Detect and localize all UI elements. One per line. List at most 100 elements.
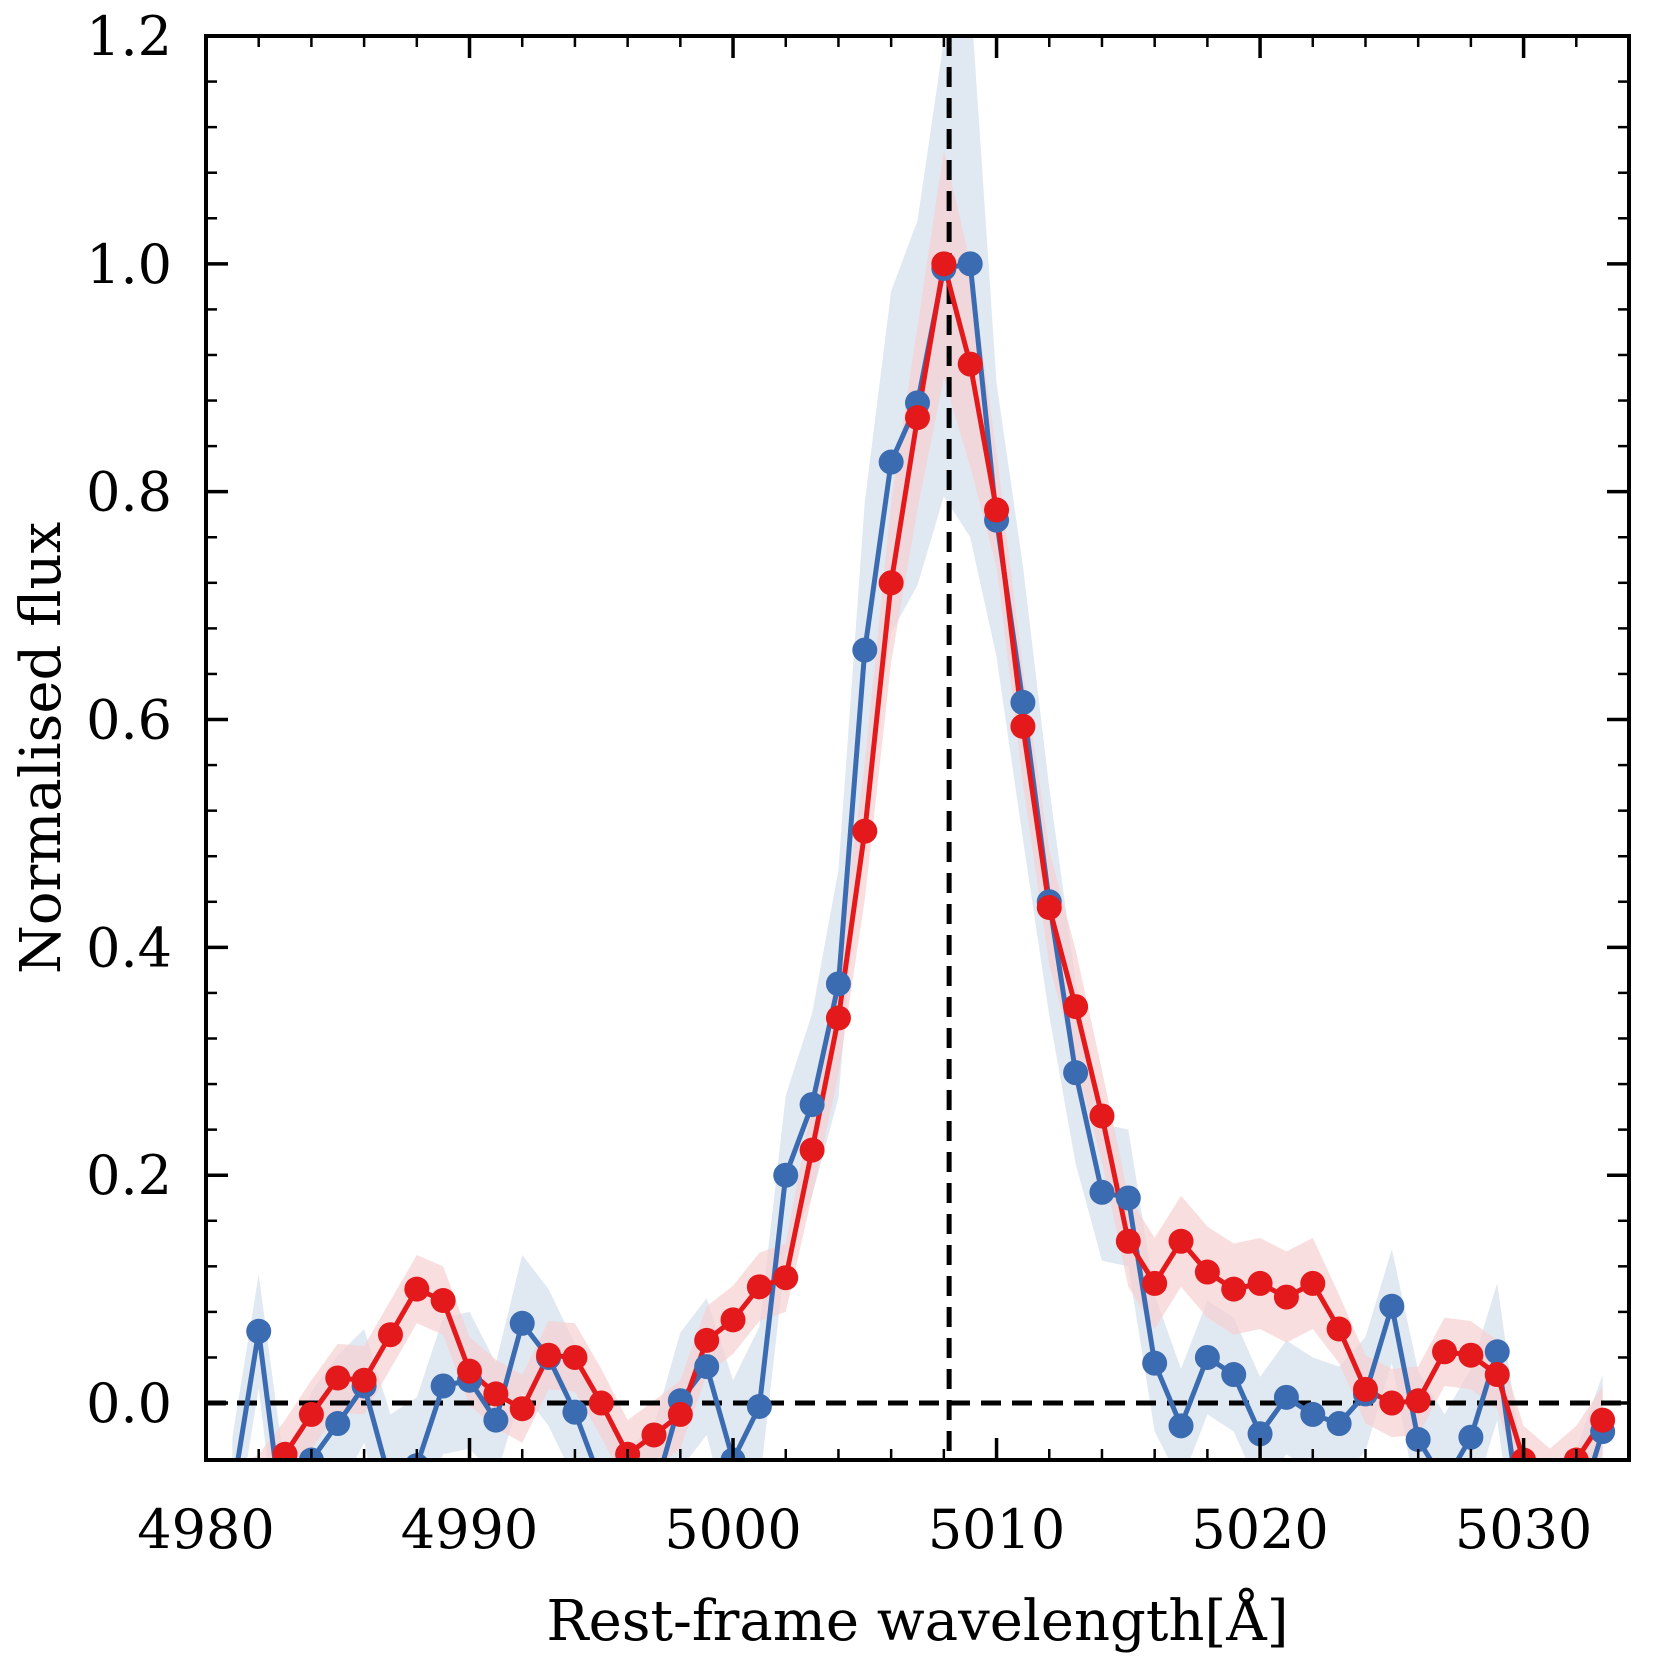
x-tick-label: 4990 <box>401 1498 538 1561</box>
data-point-red <box>931 251 957 277</box>
y-tick-label: 0.8 <box>86 461 172 524</box>
data-point-red <box>1063 994 1089 1020</box>
data-point-blue <box>1089 1179 1115 1205</box>
data-point-blue <box>1010 689 1036 715</box>
plot-frame <box>204 34 1631 1462</box>
data-point-red <box>1458 1342 1484 1368</box>
data-point-blue <box>273 1527 298 1552</box>
data-point-blue <box>852 637 878 663</box>
data-point-blue <box>746 1393 772 1419</box>
data-point-red <box>984 497 1010 523</box>
data-point-blue <box>825 971 851 997</box>
data-point-red <box>746 1274 772 1300</box>
data-point-red <box>825 1005 851 1031</box>
data-point-red <box>298 1401 324 1427</box>
data-point-red <box>1089 1103 1115 1129</box>
series-points <box>246 251 1616 1552</box>
data-point-red <box>1168 1228 1194 1254</box>
data-point-red <box>562 1344 588 1370</box>
data-point-blue <box>799 1092 825 1118</box>
data-point-red <box>720 1307 746 1333</box>
data-point-blue <box>1379 1293 1405 1319</box>
data-point-blue <box>615 1504 640 1529</box>
data-point-red <box>1036 894 1062 920</box>
data-point-red <box>1326 1316 1352 1342</box>
data-point-blue <box>1484 1339 1510 1365</box>
data-point-blue <box>378 1470 403 1495</box>
data-point-blue <box>878 449 904 475</box>
y-tick-label: 0.4 <box>86 916 172 979</box>
data-point-red <box>1273 1284 1299 1310</box>
data-point-red <box>1142 1270 1168 1296</box>
data-point-red <box>1432 1339 1458 1365</box>
data-point-red <box>773 1265 799 1291</box>
data-point-red <box>1300 1270 1326 1296</box>
data-point-blue <box>509 1310 535 1336</box>
data-point-blue <box>483 1407 509 1433</box>
data-point-red <box>588 1390 614 1416</box>
x-tick-label: 4980 <box>137 1498 274 1561</box>
data-point-blue <box>1326 1411 1352 1437</box>
data-point-blue <box>694 1354 720 1380</box>
x-tick-label: 5000 <box>664 1498 801 1561</box>
data-point-blue <box>1063 1060 1089 1086</box>
x-tick-label: 5010 <box>928 1498 1065 1561</box>
x-tick-label: 5030 <box>1455 1498 1592 1561</box>
y-tick-label: 1.0 <box>86 233 172 296</box>
data-point-blue <box>641 1482 666 1507</box>
data-point-blue <box>1115 1185 1141 1211</box>
data-point-blue <box>1405 1426 1431 1452</box>
data-point-red <box>799 1137 825 1163</box>
y-tick-label: 1.2 <box>86 5 172 68</box>
data-point-blue <box>246 1318 272 1344</box>
data-point-red <box>1115 1228 1141 1254</box>
data-point-red <box>694 1327 720 1353</box>
data-point-blue <box>1458 1424 1484 1450</box>
data-point-red <box>1590 1407 1616 1433</box>
tick-labels: 4980 4990 5000 5010 5020 5030 0.0 0.2 0.4 0.6 0.8 1… <box>86 5 1592 1561</box>
data-point-blue <box>1273 1384 1299 1410</box>
x-axis-label: Rest-frame wavelength[Å] <box>546 1587 1288 1654</box>
data-point-red <box>404 1276 430 1302</box>
data-point-red <box>483 1381 509 1407</box>
data-point-red <box>377 1322 403 1348</box>
data-point-red <box>536 1342 562 1368</box>
data-point-red <box>667 1401 693 1427</box>
data-point-red <box>1405 1388 1431 1414</box>
data-point-red <box>1221 1276 1247 1302</box>
data-point-blue <box>589 1470 614 1495</box>
error-bands <box>232 36 1603 1460</box>
data-point-blue <box>1142 1350 1168 1376</box>
data-point-blue <box>325 1411 351 1437</box>
data-point-blue <box>1221 1362 1247 1388</box>
data-point-red <box>1484 1362 1510 1388</box>
data-point-red <box>641 1422 667 1448</box>
data-point-red <box>957 351 983 377</box>
data-point-blue <box>1300 1401 1326 1427</box>
data-point-blue <box>1432 1470 1457 1495</box>
x-tick-label: 5020 <box>1191 1498 1328 1561</box>
data-point-blue <box>1194 1344 1220 1370</box>
data-point-red <box>905 405 930 431</box>
data-point-blue <box>1247 1421 1273 1447</box>
y-axis-label: Normalised flux <box>9 522 74 974</box>
data-point-red <box>509 1396 535 1422</box>
data-point-blue <box>957 251 983 277</box>
data-point-red <box>1010 713 1036 739</box>
data-point-red <box>878 570 904 596</box>
data-point-blue <box>773 1162 799 1188</box>
data-point-red <box>430 1288 456 1314</box>
y-tick-label: 0.6 <box>86 689 172 752</box>
data-point-red <box>325 1365 351 1391</box>
data-point-red <box>1537 1470 1562 1495</box>
data-point-blue <box>430 1373 456 1399</box>
y-tick-label: 0.0 <box>86 1372 172 1435</box>
data-point-blue <box>562 1399 588 1425</box>
data-point-blue <box>1168 1413 1194 1439</box>
y-tick-label: 0.2 <box>86 1144 172 1207</box>
data-point-red <box>272 1441 298 1460</box>
data-point-red <box>852 818 878 844</box>
data-point-red <box>1194 1259 1220 1285</box>
error-band-blue <box>232 36 1603 1460</box>
